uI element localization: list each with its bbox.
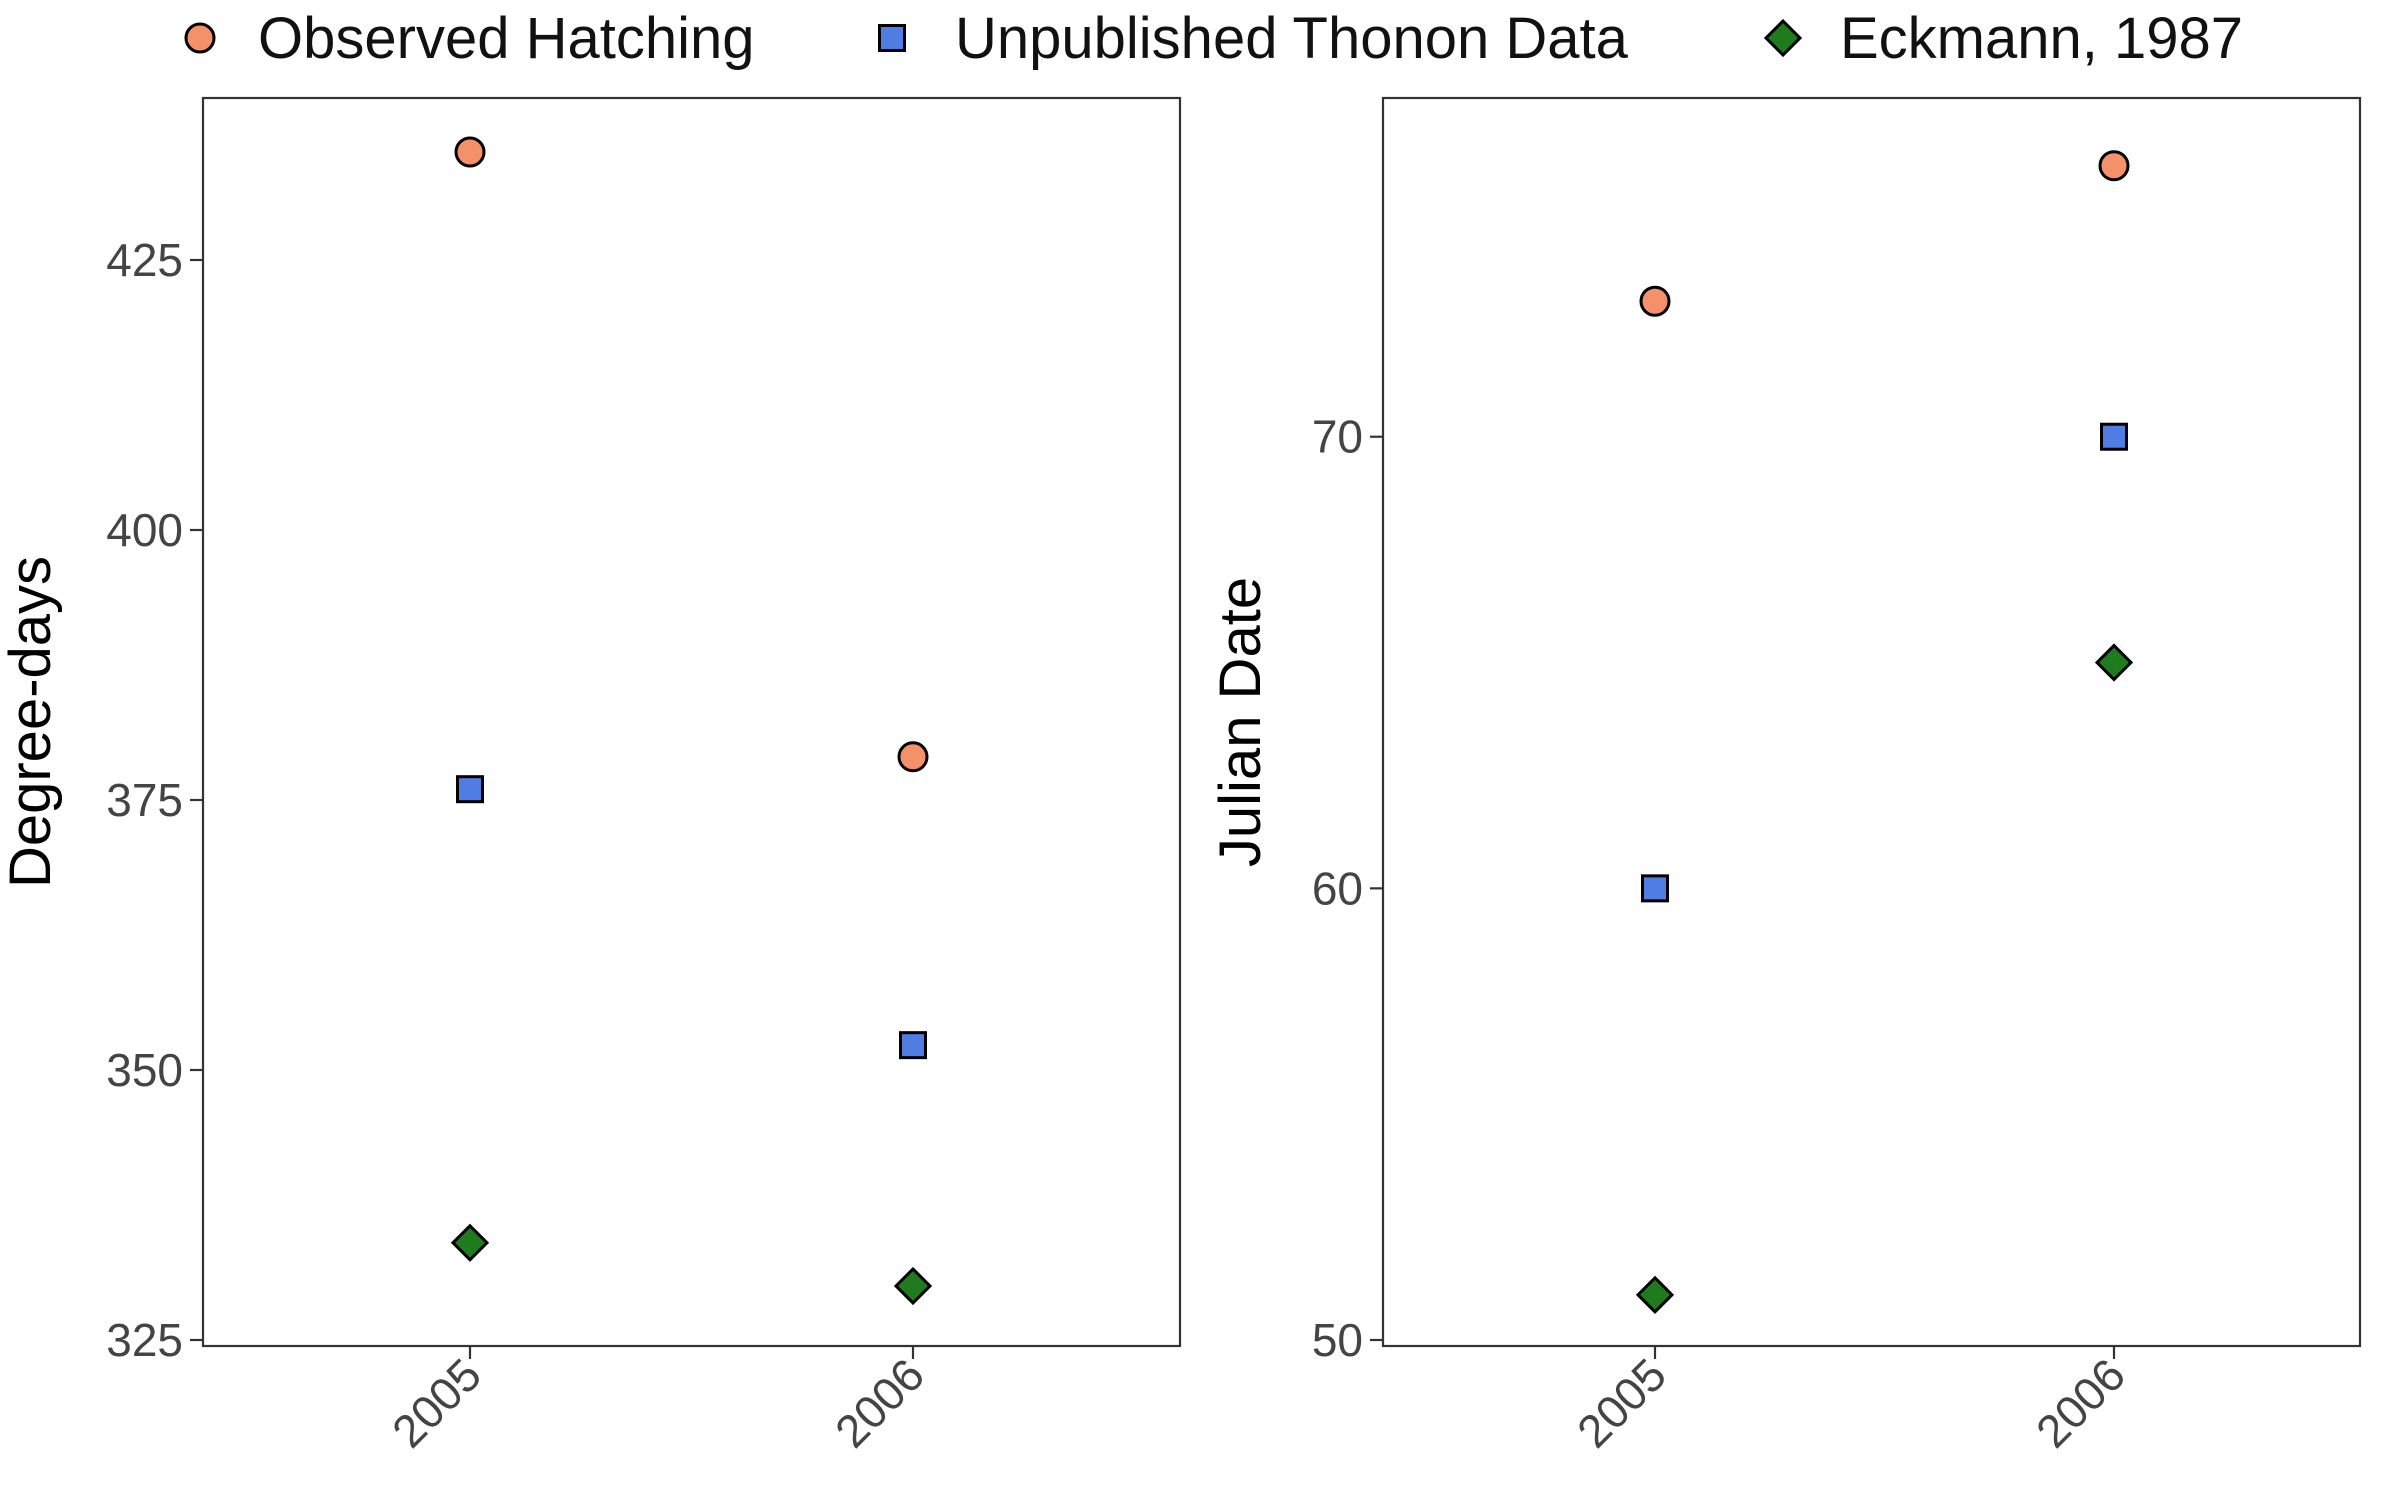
y-tick-label: 325: [106, 1314, 183, 1366]
y-tick-label: 70: [1312, 411, 1363, 463]
legend-item-unpublished-thonon-data: Unpublished Thonon Data: [878, 6, 1629, 71]
point-eckmann-1987-2006: [2094, 643, 2134, 682]
point-observed-hatching-2006: [2098, 150, 2130, 182]
point-unpublished-thonon-data-2006: [2100, 422, 2128, 451]
point-eckmann-1987-2005: [1635, 1275, 1675, 1314]
point-observed-hatching-2005: [1639, 285, 1671, 317]
x-tick-label: 2006: [825, 1348, 934, 1457]
y-tick-label: 50: [1312, 1314, 1363, 1366]
point-eckmann-1987-2006: [893, 1266, 933, 1306]
panel-border: [201, 96, 1182, 1348]
y-tick-label: 60: [1312, 862, 1363, 914]
point-unpublished-thonon-data-2005: [1641, 874, 1669, 903]
x-tick-label: 2005: [1567, 1348, 1676, 1457]
y-tick-label: 350: [106, 1044, 183, 1096]
legend-label: Observed Hatching: [258, 6, 754, 71]
legend-item-observed-hatching: Observed Hatching: [184, 6, 754, 71]
y-tick-label: 425: [106, 234, 183, 286]
point-eckmann-1987-2005: [450, 1223, 490, 1262]
panel-degree-days: 325 350 375 400 425 2005 2006 Degree-days: [0, 96, 1182, 1457]
point-unpublished-thonon-data-2006: [899, 1031, 927, 1060]
legend-marker-square-icon: [878, 24, 906, 52]
y-tick-label: 375: [106, 774, 183, 826]
y-axis-title: Degree-days: [0, 556, 63, 888]
legend-marker-circle-icon: [184, 22, 216, 54]
y-tick-label: 400: [106, 504, 183, 556]
point-unpublished-thonon-data-2005: [456, 775, 484, 804]
legend-label: Unpublished Thonon Data: [955, 6, 1629, 71]
x-tick-label: 2005: [382, 1348, 491, 1457]
legend-marker-diamond-icon: [1763, 18, 1803, 58]
legend: Observed Hatching Unpublished Thonon Data…: [184, 6, 2243, 71]
point-observed-hatching-2005: [454, 136, 486, 168]
point-observed-hatching-2006: [897, 741, 929, 773]
y-axis-title: Julian Date: [1208, 577, 1273, 867]
legend-item-eckmann-1987: Eckmann, 1987: [1763, 6, 2243, 71]
panel-julian-date: 50 60 70 2005 2006 Julian Date: [1208, 96, 2362, 1457]
x-tick-label: 2006: [2026, 1348, 2135, 1457]
legend-label: Eckmann, 1987: [1840, 6, 2243, 71]
panel-border: [1381, 96, 2362, 1348]
